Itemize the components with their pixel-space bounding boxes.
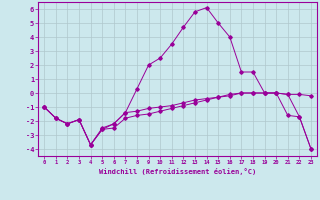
X-axis label: Windchill (Refroidissement éolien,°C): Windchill (Refroidissement éolien,°C) <box>99 168 256 175</box>
